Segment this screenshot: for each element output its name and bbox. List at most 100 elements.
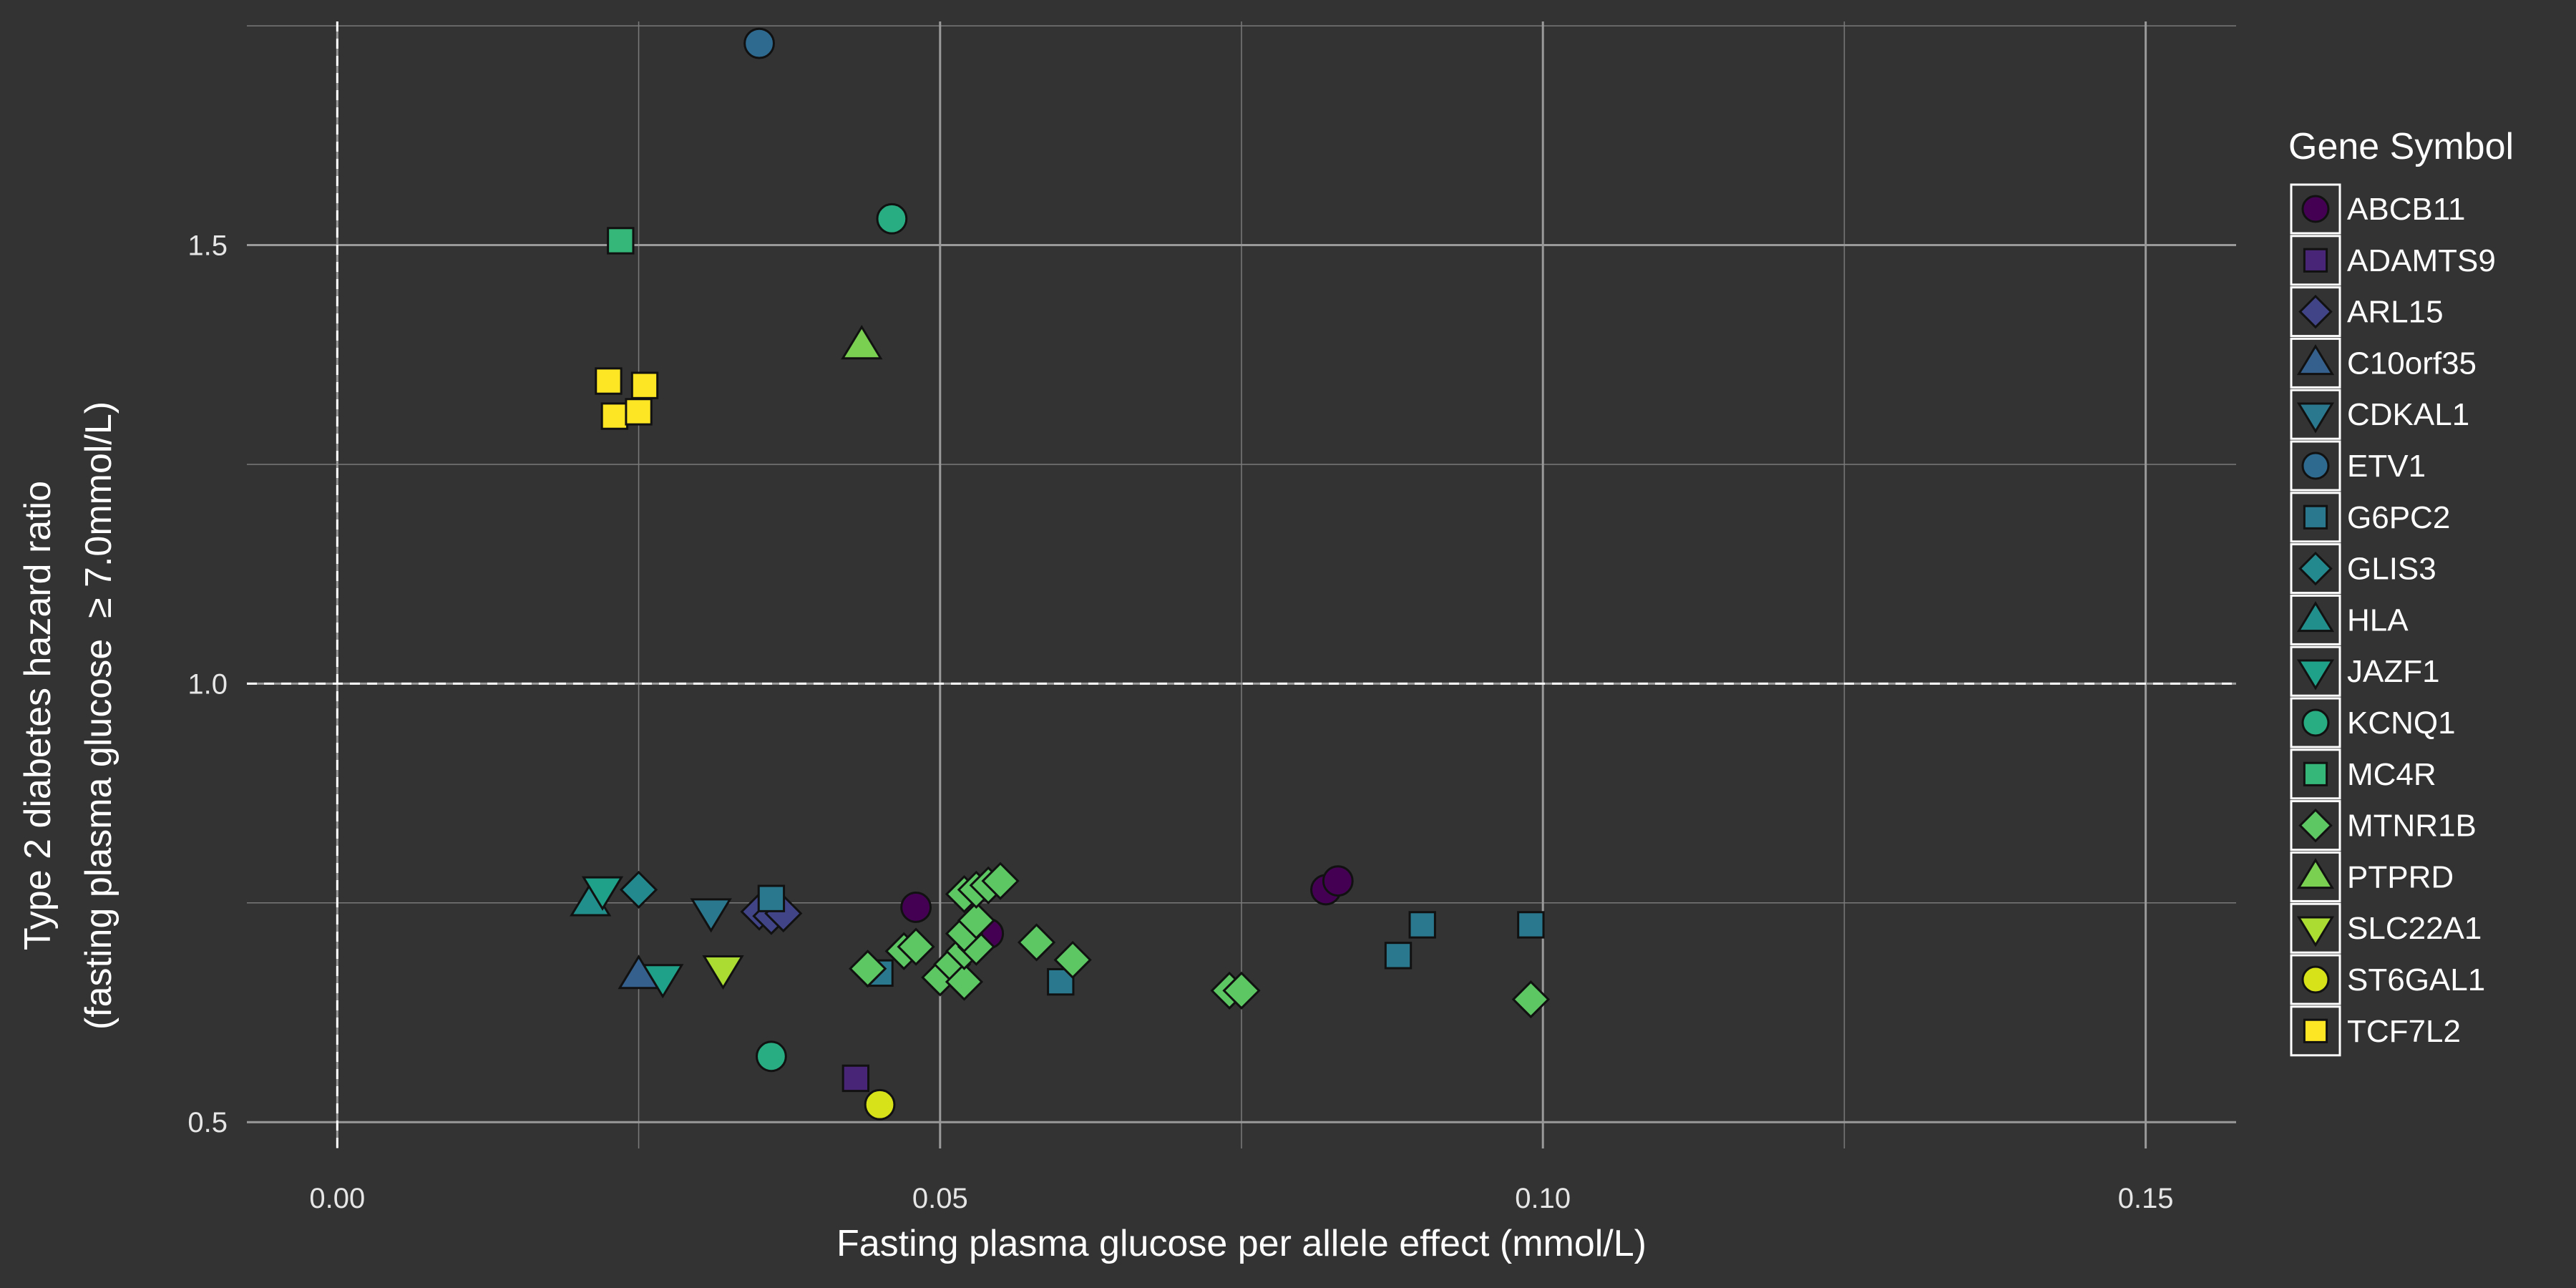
legend-key-box — [2290, 543, 2341, 595]
point-mtnr1b — [1017, 923, 1056, 962]
point-mtnr1b — [1511, 980, 1550, 1019]
legend-key-slc22a1 — [2296, 916, 2335, 947]
legend-key-box — [2290, 337, 2341, 389]
reference-lines — [247, 21, 2236, 1148]
legend-key-box — [2290, 286, 2341, 338]
y-axis-label-line2: (fasting plasma glucose ≥ 7.0mmol/L) — [78, 401, 119, 1030]
legend-key-box — [2290, 389, 2341, 440]
legend-label: ETV1 — [2347, 449, 2426, 484]
legend-label: ARL15 — [2347, 295, 2444, 330]
legend-key-box — [2290, 492, 2341, 543]
legend-key-box — [2290, 235, 2341, 286]
legend-key-hla — [2296, 601, 2335, 633]
legend-key-jazf1 — [2296, 659, 2335, 691]
y-tick-label: 1.0 — [187, 668, 228, 700]
x-axis-label: Fasting plasma glucose per allele effect… — [836, 1223, 1646, 1264]
legend-key-adamts9 — [2303, 248, 2328, 273]
point-cdkal1 — [690, 898, 732, 933]
legend-key-cdkal1 — [2296, 402, 2335, 434]
point-glis3 — [619, 870, 658, 909]
point-mc4r — [607, 227, 635, 255]
legend-key-st6gal1 — [2301, 965, 2330, 994]
legend-label: PTPRD — [2347, 859, 2454, 894]
point-tcf7l2 — [595, 367, 623, 395]
legend-label: ADAMTS9 — [2347, 243, 2496, 278]
legend-key-box — [2290, 851, 2341, 902]
legend-key-box — [2290, 902, 2341, 954]
legend-key-etv1 — [2301, 452, 2330, 480]
point-abcb11 — [900, 892, 932, 923]
legend-label: SLC22A1 — [2347, 911, 2482, 946]
legend-key-mtnr1b — [2298, 808, 2333, 843]
point-g6pc2 — [1384, 942, 1413, 970]
x-tick-label: 0.05 — [912, 1183, 968, 1214]
legend-key-g6pc2 — [2303, 504, 2328, 530]
point-ptprd — [841, 325, 883, 360]
y-axis-label-line1: Type 2 diabetes hazard ratio — [17, 481, 59, 950]
point-mtnr1b — [957, 901, 995, 940]
legend-key-box — [2290, 183, 2341, 235]
legend-key-kcnq1 — [2301, 708, 2330, 737]
point-mtnr1b — [1222, 971, 1261, 1010]
legend-title: Gene Symbol — [2288, 126, 2514, 167]
point-st6gal1 — [864, 1088, 896, 1121]
legend-label: MTNR1B — [2347, 809, 2477, 844]
point-adamts9 — [841, 1064, 870, 1093]
legend-key-box — [2290, 1005, 2341, 1057]
legend-key-box — [2290, 594, 2341, 645]
legend-label: ST6GAL1 — [2347, 962, 2485, 997]
y-axis-label: Type 2 diabetes hazard ratio (fasting pl… — [17, 401, 119, 1030]
legend-label: GLIS3 — [2347, 552, 2436, 587]
legend-key-abcb11 — [2301, 195, 2330, 223]
y-tick-label: 1.5 — [187, 230, 228, 262]
data-points — [569, 27, 1550, 1121]
legend-key-box — [2290, 440, 2341, 492]
point-tcf7l2 — [600, 402, 629, 430]
point-mtnr1b — [897, 927, 935, 966]
x-tick-label: 0.15 — [2118, 1183, 2174, 1214]
legend-label: KCNQ1 — [2347, 706, 2456, 741]
point-tcf7l2 — [625, 398, 653, 426]
legend-label: MC4R — [2347, 757, 2436, 792]
legend-label: ABCB11 — [2347, 192, 2466, 227]
point-jazf1 — [642, 964, 684, 999]
x-axis-ticks: 0.00 0.05 0.10 0.15 — [309, 1183, 2173, 1214]
point-kcnq1 — [756, 1040, 787, 1073]
y-axis-ticks: 0.5 1.0 1.5 — [187, 230, 228, 1139]
legend-key-box — [2290, 697, 2341, 748]
legend-label: CDKAL1 — [2347, 397, 2469, 432]
point-etv1 — [743, 27, 775, 59]
point-jazf1 — [581, 876, 624, 911]
legend-key-c10orf35 — [2296, 344, 2335, 376]
legend-label: HLA — [2347, 602, 2409, 638]
y-tick-label: 0.5 — [187, 1107, 228, 1138]
legend-label: JAZF1 — [2347, 654, 2440, 689]
point-g6pc2 — [1408, 911, 1436, 939]
legend-key-ptprd — [2296, 858, 2335, 889]
point-mtnr1b — [849, 950, 887, 988]
point-slc22a1 — [702, 955, 744, 990]
legend-key-arl15 — [2298, 294, 2333, 329]
legend-label: TCF7L2 — [2347, 1014, 2461, 1049]
legend: Gene Symbol ABCB11 ADAMTS9 ARL15 C10orf35 CD… — [2288, 126, 2514, 1057]
point-mtnr1b — [1053, 940, 1092, 980]
point-kcnq1 — [876, 203, 908, 235]
point-mtnr1b — [981, 862, 1020, 900]
legend-key-tcf7l2 — [2303, 1018, 2328, 1043]
point-g6pc2 — [1517, 911, 1545, 939]
legend-key-box — [2290, 800, 2341, 852]
x-tick-label: 0.10 — [1515, 1183, 1571, 1214]
legend-label: G6PC2 — [2347, 500, 2450, 535]
legend-key-mc4r — [2303, 761, 2328, 786]
point-g6pc2 — [757, 884, 786, 912]
legend-key-box — [2290, 954, 2341, 1005]
point-abcb11 — [1322, 865, 1354, 897]
legend-key-glis3 — [2298, 551, 2333, 586]
point-mtnr1b — [945, 962, 984, 1001]
x-tick-label: 0.00 — [309, 1183, 365, 1214]
legend-key-box — [2290, 748, 2341, 800]
legend-key-box — [2290, 645, 2341, 697]
point-tcf7l2 — [630, 371, 659, 399]
